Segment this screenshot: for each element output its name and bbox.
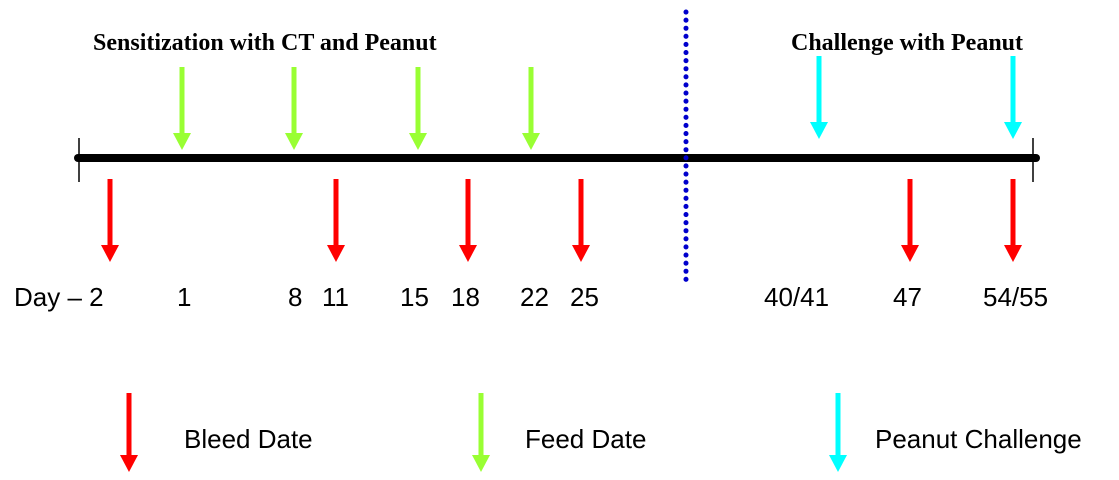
day-label: 1 bbox=[177, 282, 192, 312]
legend-feed-label: Feed Date bbox=[525, 424, 647, 454]
legend-feed-arrow bbox=[472, 393, 490, 472]
bleed-arrow bbox=[459, 179, 477, 262]
challenge-arrow bbox=[810, 56, 828, 139]
legend-challenge-label: Peanut Challenge bbox=[875, 424, 1082, 454]
challenge-arrow bbox=[1004, 56, 1022, 139]
day-label: 54/55 bbox=[983, 282, 1049, 312]
legend-bleed-arrow bbox=[120, 393, 138, 472]
day-label: 40/41 bbox=[764, 282, 830, 312]
day-label: 11 bbox=[322, 282, 349, 312]
feed-arrow bbox=[409, 67, 427, 150]
challenge-heading: Challenge with Peanut bbox=[791, 30, 1024, 56]
sensitization-heading: Sensitization with CT and Peanut bbox=[93, 30, 437, 56]
day-label: 47 bbox=[893, 282, 922, 312]
bleed-arrow bbox=[101, 179, 119, 262]
day-label: 22 bbox=[520, 282, 549, 312]
day-label: 18 bbox=[451, 282, 480, 312]
bleed-arrow bbox=[572, 179, 590, 262]
legend-bleed-label: Bleed Date bbox=[184, 424, 313, 454]
feed-arrow bbox=[522, 67, 540, 150]
day-label: 8 bbox=[288, 282, 303, 312]
day-label: 25 bbox=[570, 282, 599, 312]
legend-challenge-arrow bbox=[829, 393, 847, 472]
day-label: Day – 2 bbox=[14, 282, 104, 312]
bleed-arrow bbox=[901, 179, 919, 262]
day-label: 15 bbox=[400, 282, 429, 312]
feed-arrow bbox=[285, 67, 303, 150]
bleed-arrow bbox=[1004, 179, 1022, 262]
feed-arrow bbox=[173, 67, 191, 150]
bleed-arrow bbox=[327, 179, 345, 262]
